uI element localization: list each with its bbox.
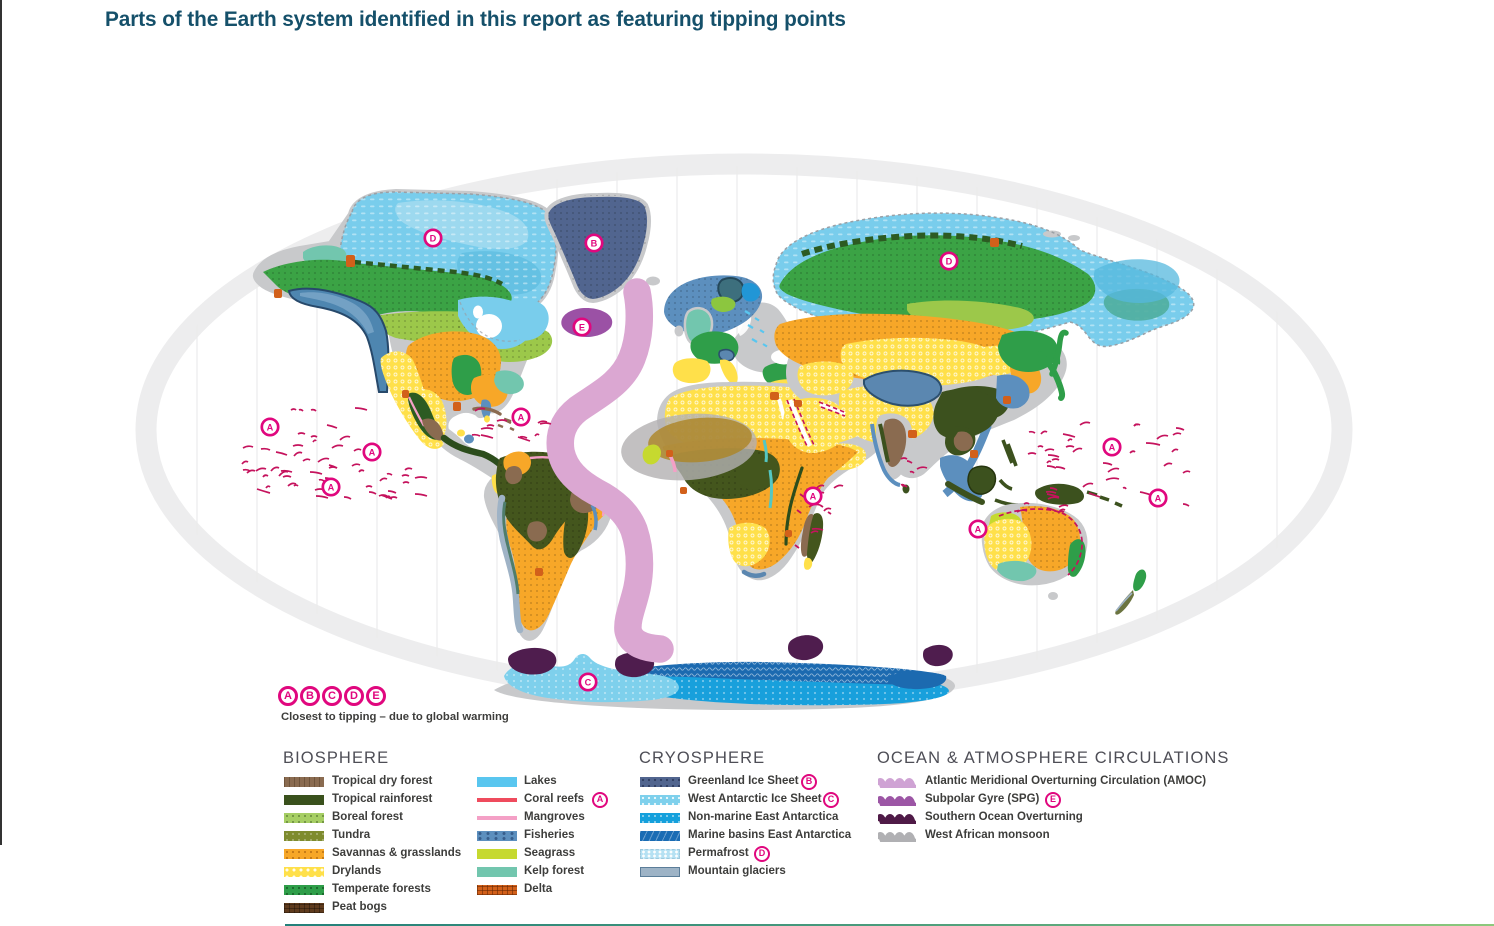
svg-text:A: A <box>975 524 982 534</box>
svg-text:A: A <box>1109 442 1116 452</box>
svg-text:C: C <box>585 677 592 687</box>
svg-text:E: E <box>579 322 585 332</box>
svg-text:D: D <box>430 233 437 243</box>
svg-text:D: D <box>946 256 953 266</box>
svg-text:A: A <box>810 491 817 501</box>
svg-text:A: A <box>267 422 274 432</box>
svg-text:A: A <box>518 412 525 422</box>
svg-text:A: A <box>369 447 376 457</box>
svg-text:A: A <box>328 482 335 492</box>
svg-text:B: B <box>591 238 598 248</box>
svg-text:A: A <box>1155 493 1162 503</box>
